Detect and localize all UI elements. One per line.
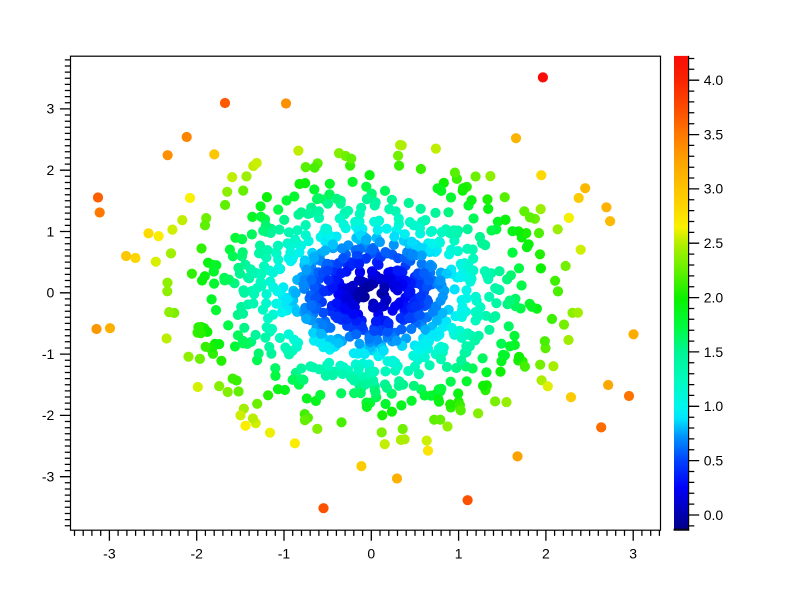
svg-text:1.5: 1.5 (704, 344, 724, 360)
svg-text:-3: -3 (103, 546, 116, 562)
svg-text:3.5: 3.5 (704, 126, 724, 142)
svg-text:2: 2 (47, 162, 55, 178)
svg-text:4.0: 4.0 (704, 72, 724, 88)
svg-text:0: 0 (367, 546, 375, 562)
svg-text:-1: -1 (42, 346, 55, 362)
svg-text:0: 0 (47, 285, 55, 301)
svg-text:0.5: 0.5 (704, 452, 724, 468)
svg-text:-3: -3 (42, 469, 55, 485)
svg-text:1: 1 (47, 223, 55, 239)
svg-text:0.0: 0.0 (704, 507, 724, 523)
svg-text:2: 2 (542, 546, 550, 562)
svg-text:1.0: 1.0 (704, 398, 724, 414)
svg-text:3.0: 3.0 (704, 181, 724, 197)
svg-text:-2: -2 (42, 407, 55, 423)
svg-text:-2: -2 (190, 546, 203, 562)
svg-text:3: 3 (47, 101, 55, 117)
svg-text:2.5: 2.5 (704, 235, 724, 251)
svg-text:-1: -1 (278, 546, 291, 562)
svg-text:3: 3 (629, 546, 637, 562)
svg-text:1: 1 (455, 546, 463, 562)
svg-text:2.0: 2.0 (704, 289, 724, 305)
